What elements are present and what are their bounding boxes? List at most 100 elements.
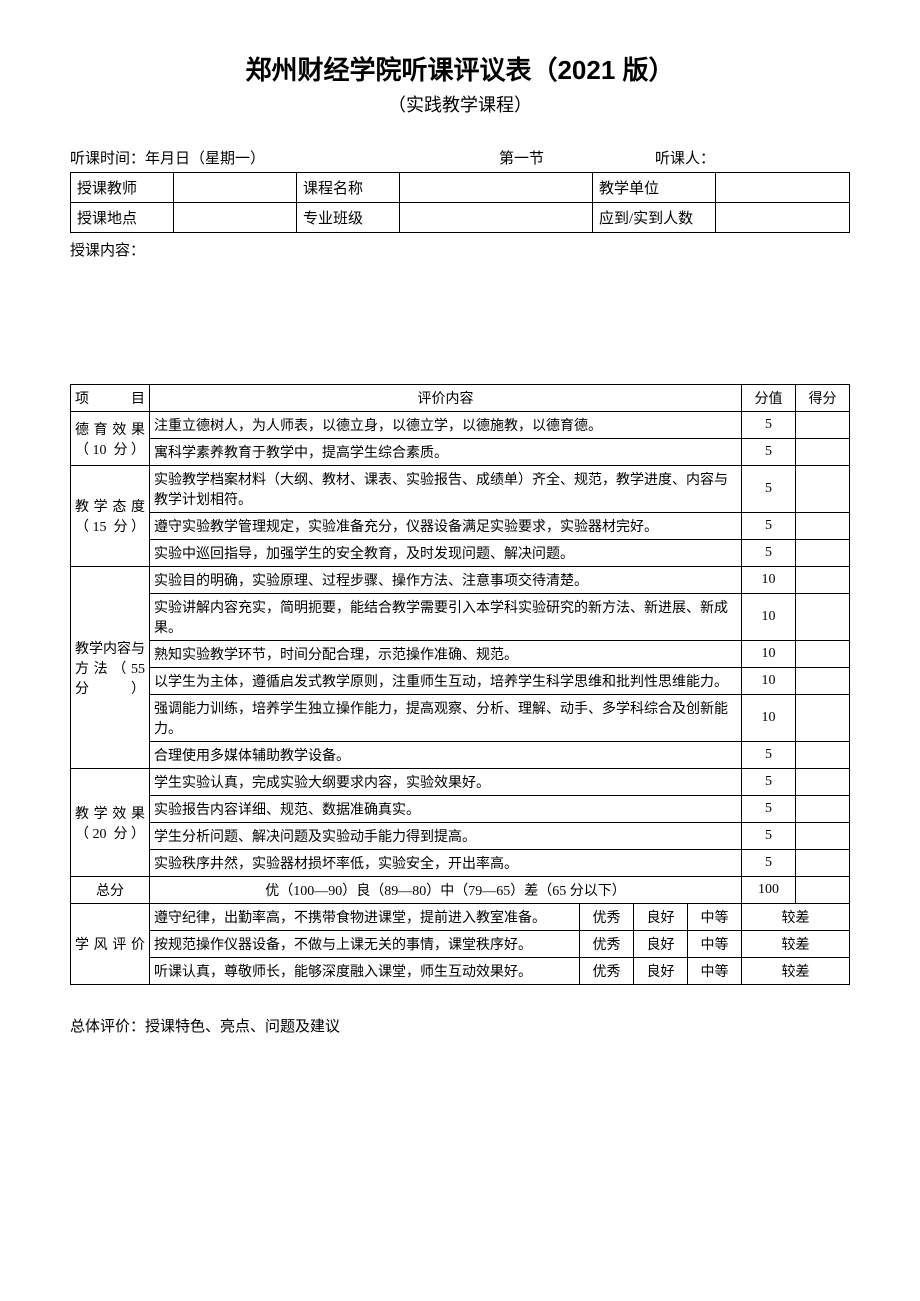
table-row: 实验中巡回指导，加强学生的安全教育，及时发现问题、解决问题。 5 bbox=[71, 540, 850, 567]
summary-label: 总体评价：授课特色、亮点、问题及建议 bbox=[70, 1015, 850, 1036]
section-style: 学风评价 bbox=[71, 904, 150, 985]
eval-text: 实验秩序井然，实验器材损坏率低，实验安全，开出率高。 bbox=[150, 850, 742, 877]
info-label: 课程名称 bbox=[297, 173, 400, 203]
eval-score: 5 bbox=[742, 769, 796, 796]
section-effect: 教学效果（20 分） bbox=[71, 769, 150, 877]
section-attitude: 教学态度（15 分） bbox=[71, 466, 150, 567]
eval-score: 10 bbox=[742, 567, 796, 594]
eval-text: 实验报告内容详细、规范、数据准确真实。 bbox=[150, 796, 742, 823]
info-value bbox=[400, 203, 593, 233]
eval-got bbox=[796, 695, 850, 742]
table-row: 教学内容与方法（55分） 实验目的明确，实验原理、过程步骤、操作方法、注意事项交… bbox=[71, 567, 850, 594]
eval-got bbox=[796, 439, 850, 466]
eval-text: 遵守实验教学管理规定，实验准备充分，仪器设备满足实验要求，实验器材完好。 bbox=[150, 513, 742, 540]
eval-text: 注重立德树人，为人师表，以德立身，以德立学，以德施教，以德育德。 bbox=[150, 412, 742, 439]
eval-text: 强调能力训练，培养学生独立操作能力，提高观察、分析、理解、动手、多学科综合及创新… bbox=[150, 695, 742, 742]
page-subtitle: （实践教学课程） bbox=[70, 91, 850, 117]
table-row: 总分 优（100—90）良（89—80）中（79—65）差（65 分以下） 10… bbox=[71, 877, 850, 904]
style-text: 按规范操作仪器设备，不做与上课无关的事情，课堂秩序好。 bbox=[150, 931, 580, 958]
eval-text: 实验中巡回指导，加强学生的安全教育，及时发现问题、解决问题。 bbox=[150, 540, 742, 567]
rating-medium: 中等 bbox=[688, 931, 742, 958]
eval-text: 实验教学档案材料（大纲、教材、课表、实验报告、成绩单）齐全、规范，教学进度、内容… bbox=[150, 466, 742, 513]
eval-text: 寓科学素养教育于教学中，提高学生综合素质。 bbox=[150, 439, 742, 466]
table-row: 合理使用多媒体辅助教学设备。 5 bbox=[71, 742, 850, 769]
eval-score: 5 bbox=[742, 742, 796, 769]
eval-table: 项目 评价内容 分值 得分 德育效果（10 分） 注重立德树人，为人师表，以德立… bbox=[70, 384, 850, 985]
table-row: 教学效果（20 分） 学生实验认真，完成实验大纲要求内容，实验效果好。 5 bbox=[71, 769, 850, 796]
page-title: 郑州财经学院听课评议表（2021 版） bbox=[70, 50, 850, 87]
eval-got bbox=[796, 850, 850, 877]
style-text: 听课认真，尊敬师长，能够深度融入课堂，师生互动效果好。 bbox=[150, 958, 580, 985]
info-label: 教学单位 bbox=[593, 173, 716, 203]
eval-got bbox=[796, 641, 850, 668]
table-row: 听课认真，尊敬师长，能够深度融入课堂，师生互动效果好。 优秀 良好 中等 较差 bbox=[71, 958, 850, 985]
eval-got bbox=[796, 668, 850, 695]
eval-score: 5 bbox=[742, 513, 796, 540]
eval-got bbox=[796, 567, 850, 594]
info-label: 应到/实到人数 bbox=[593, 203, 716, 233]
eval-got bbox=[796, 796, 850, 823]
total-text: 优（100—90）良（89—80）中（79—65）差（65 分以下） bbox=[150, 877, 742, 904]
rating-poor: 较差 bbox=[742, 958, 850, 985]
info-label: 授课教师 bbox=[71, 173, 174, 203]
eval-score: 10 bbox=[742, 695, 796, 742]
info-value bbox=[400, 173, 593, 203]
eval-score: 10 bbox=[742, 641, 796, 668]
info-value bbox=[716, 203, 850, 233]
table-row: 德育效果（10 分） 注重立德树人，为人师表，以德立身，以德立学，以德施教，以德… bbox=[71, 412, 850, 439]
eval-got bbox=[796, 513, 850, 540]
section-moral: 德育效果（10 分） bbox=[71, 412, 150, 466]
rating-poor: 较差 bbox=[742, 931, 850, 958]
eval-got bbox=[796, 823, 850, 850]
table-row: 强调能力训练，培养学生独立操作能力，提高观察、分析、理解、动手、多学科综合及创新… bbox=[71, 695, 850, 742]
header-content: 评价内容 bbox=[150, 385, 742, 412]
eval-text: 学生分析问题、解决问题及实验动手能力得到提高。 bbox=[150, 823, 742, 850]
eval-got bbox=[796, 742, 850, 769]
eval-score: 5 bbox=[742, 850, 796, 877]
rating-good: 良好 bbox=[634, 931, 688, 958]
table-row: 学风评价 遵守纪律，出勤率高，不携带食物进课堂，提前进入教室准备。 优秀 良好 … bbox=[71, 904, 850, 931]
content-space bbox=[70, 260, 850, 380]
eval-score: 5 bbox=[742, 796, 796, 823]
header-project: 项目 bbox=[71, 385, 150, 412]
header-got: 得分 bbox=[796, 385, 850, 412]
info-table: 授课教师 课程名称 教学单位 授课地点 专业班级 应到/实到人数 bbox=[70, 172, 850, 233]
table-row: 实验讲解内容充实，简明扼要，能结合教学需要引入本学科实验研究的新方法、新进展、新… bbox=[71, 594, 850, 641]
section-label: 第一节 bbox=[499, 147, 655, 168]
meta-row: 听课时间：年月日（星期一） 第一节 听课人： bbox=[70, 147, 850, 168]
eval-text: 熟知实验教学环节，时间分配合理，示范操作准确、规范。 bbox=[150, 641, 742, 668]
table-row: 项目 评价内容 分值 得分 bbox=[71, 385, 850, 412]
eval-score: 5 bbox=[742, 412, 796, 439]
eval-score: 5 bbox=[742, 823, 796, 850]
eval-score: 10 bbox=[742, 594, 796, 641]
eval-score: 5 bbox=[742, 540, 796, 567]
header-score: 分值 bbox=[742, 385, 796, 412]
info-label: 授课地点 bbox=[71, 203, 174, 233]
table-row: 实验报告内容详细、规范、数据准确真实。 5 bbox=[71, 796, 850, 823]
rating-good: 良好 bbox=[634, 904, 688, 931]
style-text: 遵守纪律，出勤率高，不携带食物进课堂，提前进入教室准备。 bbox=[150, 904, 580, 931]
table-row: 以学生为主体，遵循启发式教学原则，注重师生互动，培养学生科学思维和批判性思维能力… bbox=[71, 668, 850, 695]
eval-text: 以学生为主体，遵循启发式教学原则，注重师生互动，培养学生科学思维和批判性思维能力… bbox=[150, 668, 742, 695]
eval-score: 5 bbox=[742, 466, 796, 513]
eval-text: 实验讲解内容充实，简明扼要，能结合教学需要引入本学科实验研究的新方法、新进展、新… bbox=[150, 594, 742, 641]
time-label: 听课时间：年月日（星期一） bbox=[70, 147, 499, 168]
eval-got bbox=[796, 412, 850, 439]
table-row: 授课地点 专业班级 应到/实到人数 bbox=[71, 203, 850, 233]
table-row: 遵守实验教学管理规定，实验准备充分，仪器设备满足实验要求，实验器材完好。 5 bbox=[71, 513, 850, 540]
info-value bbox=[716, 173, 850, 203]
eval-got bbox=[796, 769, 850, 796]
rating-excellent: 优秀 bbox=[580, 931, 634, 958]
table-row: 熟知实验教学环节，时间分配合理，示范操作准确、规范。 10 bbox=[71, 641, 850, 668]
info-value bbox=[174, 173, 297, 203]
eval-score: 5 bbox=[742, 439, 796, 466]
section-method: 教学内容与方法（55分） bbox=[71, 567, 150, 769]
content-label: 授课内容： bbox=[70, 239, 850, 260]
table-row: 教学态度（15 分） 实验教学档案材料（大纲、教材、课表、实验报告、成绩单）齐全… bbox=[71, 466, 850, 513]
rating-poor: 较差 bbox=[742, 904, 850, 931]
table-row: 授课教师 课程名称 教学单位 bbox=[71, 173, 850, 203]
section-total: 总分 bbox=[71, 877, 150, 904]
rating-excellent: 优秀 bbox=[580, 958, 634, 985]
eval-text: 合理使用多媒体辅助教学设备。 bbox=[150, 742, 742, 769]
table-row: 实验秩序井然，实验器材损坏率低，实验安全，开出率高。 5 bbox=[71, 850, 850, 877]
